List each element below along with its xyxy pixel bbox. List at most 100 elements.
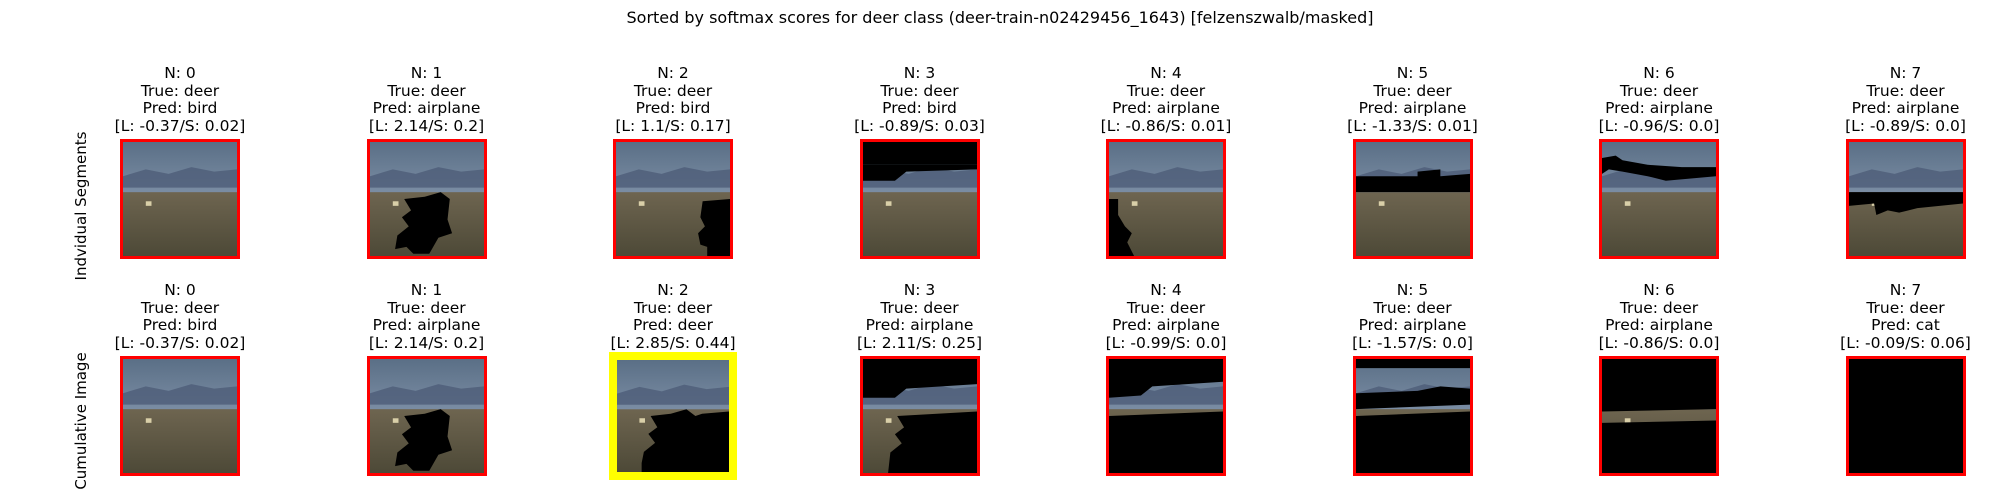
thumbnail-image [123, 142, 237, 256]
grid-cell: N: 6 True: deer Pred: airplane [L: -0.96/S:… [1539, 64, 1779, 259]
predicted-label: Pred: airplane [1112, 99, 1220, 117]
best-thumbnail [609, 352, 737, 480]
ground [1602, 192, 1716, 256]
predicted-label: Pred: bird [635, 99, 711, 117]
ground [1355, 192, 1470, 256]
thumbnail-image [616, 142, 730, 256]
cell-title: N: 6 True: deer Pred: airplane [L: -0.96/S:… [1539, 64, 1779, 135]
thumbnail [1352, 139, 1473, 259]
thumbnail-image [369, 359, 484, 473]
predicted-label: Pred: airplane [865, 316, 974, 334]
grid-cell: N: 7 True: deer Pred: airplane [L: -0.89/S:… [1786, 64, 2000, 259]
masked-segment [1355, 411, 1470, 473]
thumbnail [1599, 356, 1719, 476]
grid-cell: N: 4 True: deer Pred: airplane [L: -0.86/S:… [1046, 64, 1286, 259]
true-label: True: deer [140, 298, 220, 317]
grid-cell: N: 1 True: deer Pred: airplane [L: 2.14/S: … [307, 64, 547, 259]
thumbnail-image [1602, 359, 1716, 473]
segment-index: N: 5 [1396, 281, 1429, 299]
mountain-range [1848, 167, 1963, 188]
true-label: True: deer [387, 81, 466, 100]
mountain-range [616, 167, 730, 188]
true-label: True: deer [1866, 298, 1945, 317]
masked-segment [641, 409, 729, 472]
cell-title: N: 1 True: deer Pred: airplane [L: 2.14/S: … [307, 64, 547, 135]
sky [369, 142, 484, 197]
predicted-label: Pred: bird [142, 316, 218, 334]
true-label: True: deer [633, 298, 713, 317]
masked-segment [862, 359, 977, 398]
score-label: [L: -1.33/S: 0.01] [1347, 116, 1478, 135]
grid-cell: N: 4 True: deer Pred: airplane [L: -0.99/S:… [1046, 281, 1286, 476]
sky [616, 142, 730, 197]
masked-segment [1109, 199, 1135, 256]
score-label: [L: -1.57/S: 0.0] [1352, 333, 1473, 352]
mountain-range [369, 167, 484, 188]
sky [617, 360, 729, 414]
predicted-label: Pred: airplane [1605, 316, 1713, 334]
segment-index: N: 3 [903, 281, 936, 299]
predicted-label: Pred: airplane [1112, 316, 1220, 334]
thumbnail [366, 139, 487, 259]
grid-cell: N: 5 True: deer Pred: airplane [L: -1.33/S:… [1293, 64, 1533, 259]
highlight-spot [639, 418, 645, 423]
true-label: True: deer [1619, 298, 1699, 317]
thumbnail-image [123, 359, 237, 473]
highlight-spot [885, 418, 891, 423]
thumbnail-image [1355, 359, 1470, 473]
true-label: True: deer [880, 298, 959, 317]
segment-index: N: 2 [657, 64, 689, 82]
score-label: [L: -0.37/S: 0.02] [114, 116, 246, 135]
ground [123, 192, 237, 256]
predicted-label: Pred: deer [633, 316, 713, 334]
segment-index: N: 7 [1889, 64, 1922, 82]
segment-index: N: 6 [1643, 281, 1675, 299]
masked-segment [1848, 192, 1963, 215]
masked-segment [1355, 386, 1470, 410]
highlight-spot [1378, 201, 1384, 206]
masked-segment [1602, 420, 1716, 473]
sky [369, 359, 484, 414]
grid-cell: N: 2 True: deer Pred: deer [L: 2.85/S: 0.44… [553, 281, 793, 480]
cell-title: N: 2 True: deer Pred: bird [L: 1.1/S: 0.17] [553, 64, 793, 135]
highlight-spot [392, 201, 398, 206]
score-label: [L: -0.86/S: 0.01] [1100, 116, 1232, 135]
cell-title: N: 7 True: deer Pred: cat [L: -0.09/S: 0.06… [1786, 281, 2000, 352]
segment-index: N: 0 [164, 64, 196, 82]
thumbnail [1106, 139, 1226, 259]
predicted-label: Pred: bird [142, 99, 218, 117]
score-label: [L: 1.1/S: 0.17] [615, 116, 731, 135]
sky [123, 359, 237, 414]
row-label-individual-segments: Indvidual Segments [72, 131, 90, 281]
sky [1109, 142, 1223, 197]
segment-index: N: 5 [1396, 64, 1429, 82]
segment-index: N: 1 [410, 281, 443, 299]
masked-segment [1602, 155, 1716, 181]
true-label: True: deer [140, 81, 220, 100]
thumbnail-image [1109, 142, 1223, 256]
thumbnail-image [862, 142, 977, 256]
thumbnail [1599, 139, 1719, 259]
grid-cell: N: 2 True: deer Pred: bird [L: 1.1/S: 0.17] [553, 64, 793, 259]
predicted-label: Pred: airplane [1605, 99, 1713, 117]
score-label: [L: -0.86/S: 0.0] [1598, 333, 1720, 352]
true-label: True: deer [1126, 81, 1206, 100]
mountain-range [369, 384, 484, 405]
true-label: True: deer [1126, 298, 1206, 317]
highlight-spot [1624, 418, 1631, 423]
predicted-label: Pred: airplane [1851, 99, 1960, 117]
predicted-label: Pred: cat [1871, 316, 1940, 334]
cell-title: N: 0 True: deer Pred: bird [L: -0.37/S: 0.0… [60, 281, 300, 352]
cell-title: N: 6 True: deer Pred: airplane [L: -0.86/S:… [1539, 281, 1779, 352]
score-label: [L: -0.99/S: 0.0] [1105, 333, 1227, 352]
highlight-spot [1131, 201, 1138, 206]
cell-title: N: 5 True: deer Pred: airplane [L: -1.57/S:… [1293, 281, 1533, 352]
score-label: [L: -0.89/S: 0.0] [1845, 116, 1966, 135]
segment-index: N: 6 [1643, 64, 1675, 82]
true-label: True: deer [633, 81, 713, 100]
true-label: True: deer [387, 298, 466, 317]
thumbnail-image [617, 360, 729, 472]
thumbnail [1845, 139, 1966, 259]
row-label-cumulative-image: Cumulative Image [72, 352, 90, 490]
grid-cell: N: 0 True: deer Pred: bird [L: -0.37/S: 0.0… [60, 64, 300, 259]
